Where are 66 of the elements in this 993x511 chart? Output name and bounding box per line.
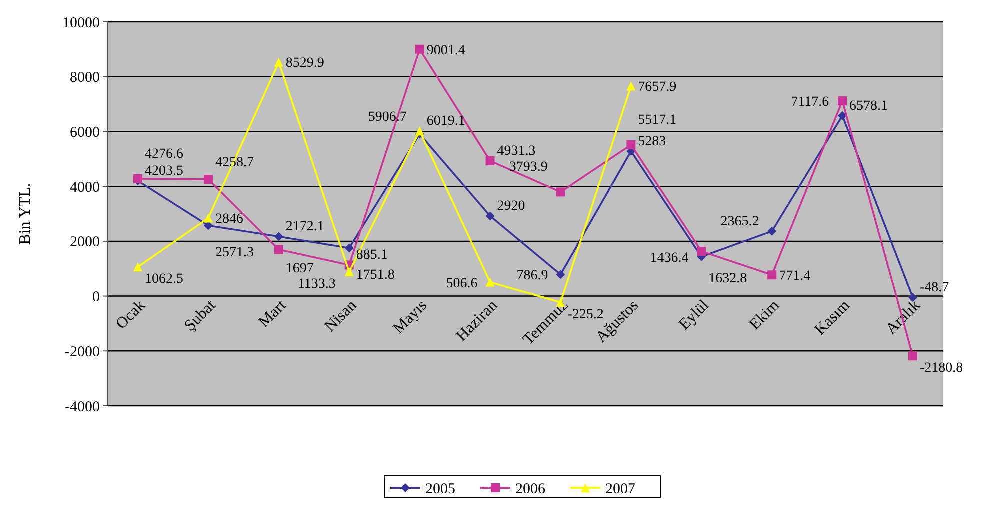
legend-label: 2007 <box>606 481 636 498</box>
point <box>344 268 354 277</box>
y-tick-label: 6000 <box>70 124 100 141</box>
point <box>204 214 213 223</box>
data-label: 5283 <box>638 134 666 150</box>
point <box>838 96 848 106</box>
point <box>274 245 284 254</box>
data-label: 4203.5 <box>145 164 184 179</box>
data-label: 885.1 <box>356 248 388 263</box>
point <box>908 352 918 361</box>
data-label: 1062.5 <box>145 272 184 288</box>
y-tick-label: 10000 <box>62 15 100 32</box>
data-label: 3793.9 <box>509 160 548 176</box>
data-label: 2172.1 <box>286 220 324 235</box>
data-label: 1632.8 <box>708 271 748 286</box>
data-label: 1133.3 <box>298 277 336 292</box>
y-tick-label: 8000 <box>70 70 100 86</box>
point <box>274 58 284 67</box>
legend-label: 2006 <box>516 481 546 498</box>
point <box>415 126 424 136</box>
data-label: -2180.8 <box>920 361 964 376</box>
point <box>556 270 566 280</box>
point <box>768 270 777 280</box>
y-axis-title: Bin YTL. <box>17 183 34 245</box>
x-tick-label: Ocak <box>112 297 149 333</box>
data-label: 4931.3 <box>497 144 536 159</box>
data-label: 9001.4 <box>426 43 466 58</box>
y-tick-label: -4000 <box>65 399 100 416</box>
data-label: 7117.6 <box>791 94 830 110</box>
legend-label: 2005 <box>426 481 456 498</box>
point <box>134 262 142 272</box>
point <box>204 174 213 184</box>
point <box>134 174 142 184</box>
data-label: 6019.1 <box>426 114 466 130</box>
point <box>556 188 566 197</box>
point <box>344 244 354 253</box>
data-label: 2365.2 <box>720 214 760 230</box>
data-label: 1436.4 <box>650 250 689 266</box>
y-tick-label: 4000 <box>70 180 100 196</box>
point <box>415 44 424 54</box>
data-label: 1751.8 <box>356 268 395 284</box>
data-label: 8529.9 <box>286 56 324 72</box>
point <box>697 247 706 256</box>
data-label: -48.7 <box>920 280 950 296</box>
y-tick-label: -2000 <box>65 344 100 360</box>
point <box>486 212 495 221</box>
data-label: 506.6 <box>446 276 478 292</box>
point <box>626 140 636 150</box>
point <box>486 156 495 166</box>
data-label: 2846 <box>215 212 244 228</box>
data-label: 7657.9 <box>638 80 677 96</box>
x-tick-label: Mart <box>256 296 290 332</box>
data-label: 4276.6 <box>145 146 184 162</box>
data-label: 5517.1 <box>638 112 677 128</box>
y-tick-label: 0 <box>92 290 100 306</box>
data-label: 2571.3 <box>215 246 254 261</box>
data-label: 6578.1 <box>850 98 888 114</box>
data-label: 2920 <box>497 199 526 214</box>
point <box>768 226 777 236</box>
point <box>274 232 284 242</box>
data-label: 771.4 <box>779 269 811 284</box>
data-label: 1697 <box>286 262 314 277</box>
data-label: 786.9 <box>516 268 548 284</box>
point <box>626 82 636 91</box>
point <box>486 278 495 287</box>
y-tick-label: 2000 <box>70 234 100 251</box>
